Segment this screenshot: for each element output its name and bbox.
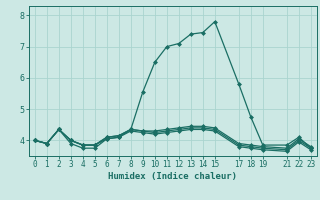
X-axis label: Humidex (Indice chaleur): Humidex (Indice chaleur) <box>108 172 237 181</box>
